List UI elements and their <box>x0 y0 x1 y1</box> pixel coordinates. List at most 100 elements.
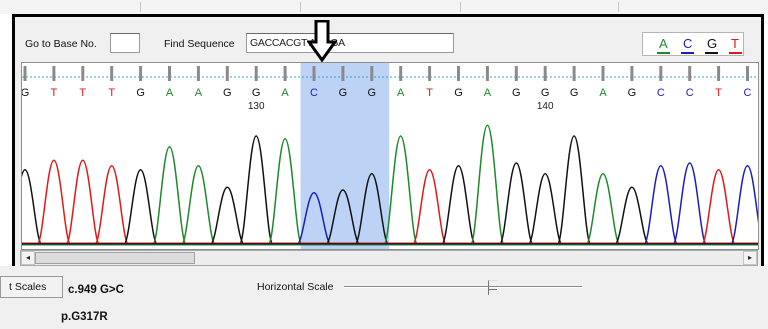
quality-bar <box>225 66 229 81</box>
quality-bar <box>543 66 547 81</box>
quality-bar <box>110 66 114 81</box>
base-call: A <box>484 87 492 99</box>
trace-peak <box>672 162 707 245</box>
base-call: T <box>426 87 433 99</box>
horizontal-scale-track[interactable] <box>344 286 582 288</box>
find-sequence-input[interactable]: GACCACGT AAGGA <box>246 33 454 53</box>
legend-swatch-c <box>681 52 694 54</box>
horizontal-scale-thumb[interactable] <box>487 280 497 295</box>
quality-bar <box>457 66 460 81</box>
trace-peak <box>499 162 534 245</box>
legend-swatch-a <box>657 52 670 54</box>
trace-peak <box>181 164 216 245</box>
horizontal-scale-label: Horizontal Scale <box>257 281 334 293</box>
quality-bar <box>746 66 749 81</box>
base-call: G <box>252 87 261 99</box>
legend-base-c: C <box>683 36 693 51</box>
trace-peak <box>643 164 678 245</box>
trace-peak <box>383 135 418 245</box>
quality-bar <box>659 66 663 81</box>
bottom-panel: t Scales c.949 G>C p.G317R Horizontal Sc… <box>0 266 768 329</box>
chromatogram-trace[interactable]: G T T T G A A G G A C G G A T G A G G G A G C C T C 130 140 <box>21 62 759 250</box>
mutation-cdna: c.949 G>C <box>68 284 124 296</box>
base-call: G <box>339 87 348 99</box>
base-call: T <box>715 87 722 99</box>
trace-peak <box>470 124 505 245</box>
base-call: G <box>368 87 377 99</box>
quality-bar <box>514 66 518 81</box>
base-call: T <box>108 87 115 99</box>
legend-base-g: G <box>707 36 718 51</box>
chromatogram-window: Go to Base No. Find Sequence GACCACGT AA… <box>12 14 764 266</box>
quality-bar <box>572 66 576 81</box>
trace-peak <box>123 168 158 245</box>
mutation-arrow-icon <box>307 20 337 62</box>
toolbar: Go to Base No. Find Sequence GACCACGT AA… <box>15 17 761 59</box>
trace-peak <box>268 137 302 245</box>
quality-bar <box>485 66 489 81</box>
scroll-thumb[interactable] <box>35 252 195 264</box>
trace-peak <box>412 168 447 245</box>
trace-peak <box>94 164 129 245</box>
legend-base-t: T <box>731 36 739 51</box>
base-call: C <box>657 87 665 99</box>
goto-base-input[interactable] <box>110 33 140 53</box>
trace-peak <box>210 186 245 245</box>
position-label: 130 <box>248 101 265 112</box>
trace-peak <box>152 146 187 245</box>
trace-peak <box>701 168 736 245</box>
base-call: G <box>136 87 145 99</box>
horizontal-scrollbar[interactable]: ◂ ▸ <box>20 250 758 266</box>
top-ruler-strip <box>0 0 768 14</box>
base-call: G <box>223 87 232 99</box>
quality-bar <box>688 66 692 81</box>
trace-peak <box>528 173 563 245</box>
quality-bar <box>254 66 258 81</box>
position-label: 140 <box>537 101 554 112</box>
legend-base-a: A <box>659 36 668 51</box>
trace-baseline <box>22 242 758 245</box>
scroll-left-button[interactable]: ◂ <box>21 251 35 265</box>
selection-highlight[interactable] <box>300 63 390 250</box>
quality-bar <box>428 66 432 81</box>
quality-bar <box>168 66 171 81</box>
base-call: C <box>310 87 318 99</box>
trace-peak <box>730 164 758 245</box>
trace-peak <box>297 191 331 245</box>
trace-peak <box>615 186 649 245</box>
quality-bar <box>601 66 605 81</box>
scales-button[interactable]: t Scales <box>0 276 63 298</box>
quality-bar <box>312 66 316 81</box>
trace-peak <box>22 168 42 245</box>
base-call: G <box>628 87 637 99</box>
base-call: T <box>79 87 86 99</box>
quality-bar <box>370 66 374 81</box>
quality-bar <box>283 66 287 81</box>
base-color-legend: A C G T <box>642 32 744 56</box>
quality-bar <box>717 66 721 81</box>
base-call: A <box>397 87 405 99</box>
quality-bar <box>139 66 143 81</box>
find-sequence-label: Find Sequence <box>164 38 235 50</box>
trace-peak <box>354 173 389 245</box>
base-call: A <box>195 87 203 99</box>
trace-peak <box>557 135 591 245</box>
trace-peak <box>326 189 360 245</box>
quality-bar <box>630 66 634 81</box>
legend-swatch-t <box>729 52 742 54</box>
base-call: C <box>744 87 752 99</box>
mutation-protein: p.G317R <box>61 311 108 323</box>
quality-bar <box>23 66 27 81</box>
trace-peak <box>65 159 100 245</box>
base-call: A <box>166 87 174 99</box>
base-call: G <box>541 87 550 99</box>
base-call: C <box>686 87 694 99</box>
quality-bar <box>399 66 403 81</box>
base-call: G <box>570 87 579 99</box>
trace-svg: G T T T G A A G G A C G G A T G A G G G A G C C T C 130 140 <box>22 63 758 250</box>
quality-bar <box>196 66 200 81</box>
goto-base-label: Go to Base No. <box>25 38 97 50</box>
scroll-right-button[interactable]: ▸ <box>743 251 757 265</box>
trace-peak <box>586 173 620 245</box>
quality-bar <box>341 66 345 81</box>
